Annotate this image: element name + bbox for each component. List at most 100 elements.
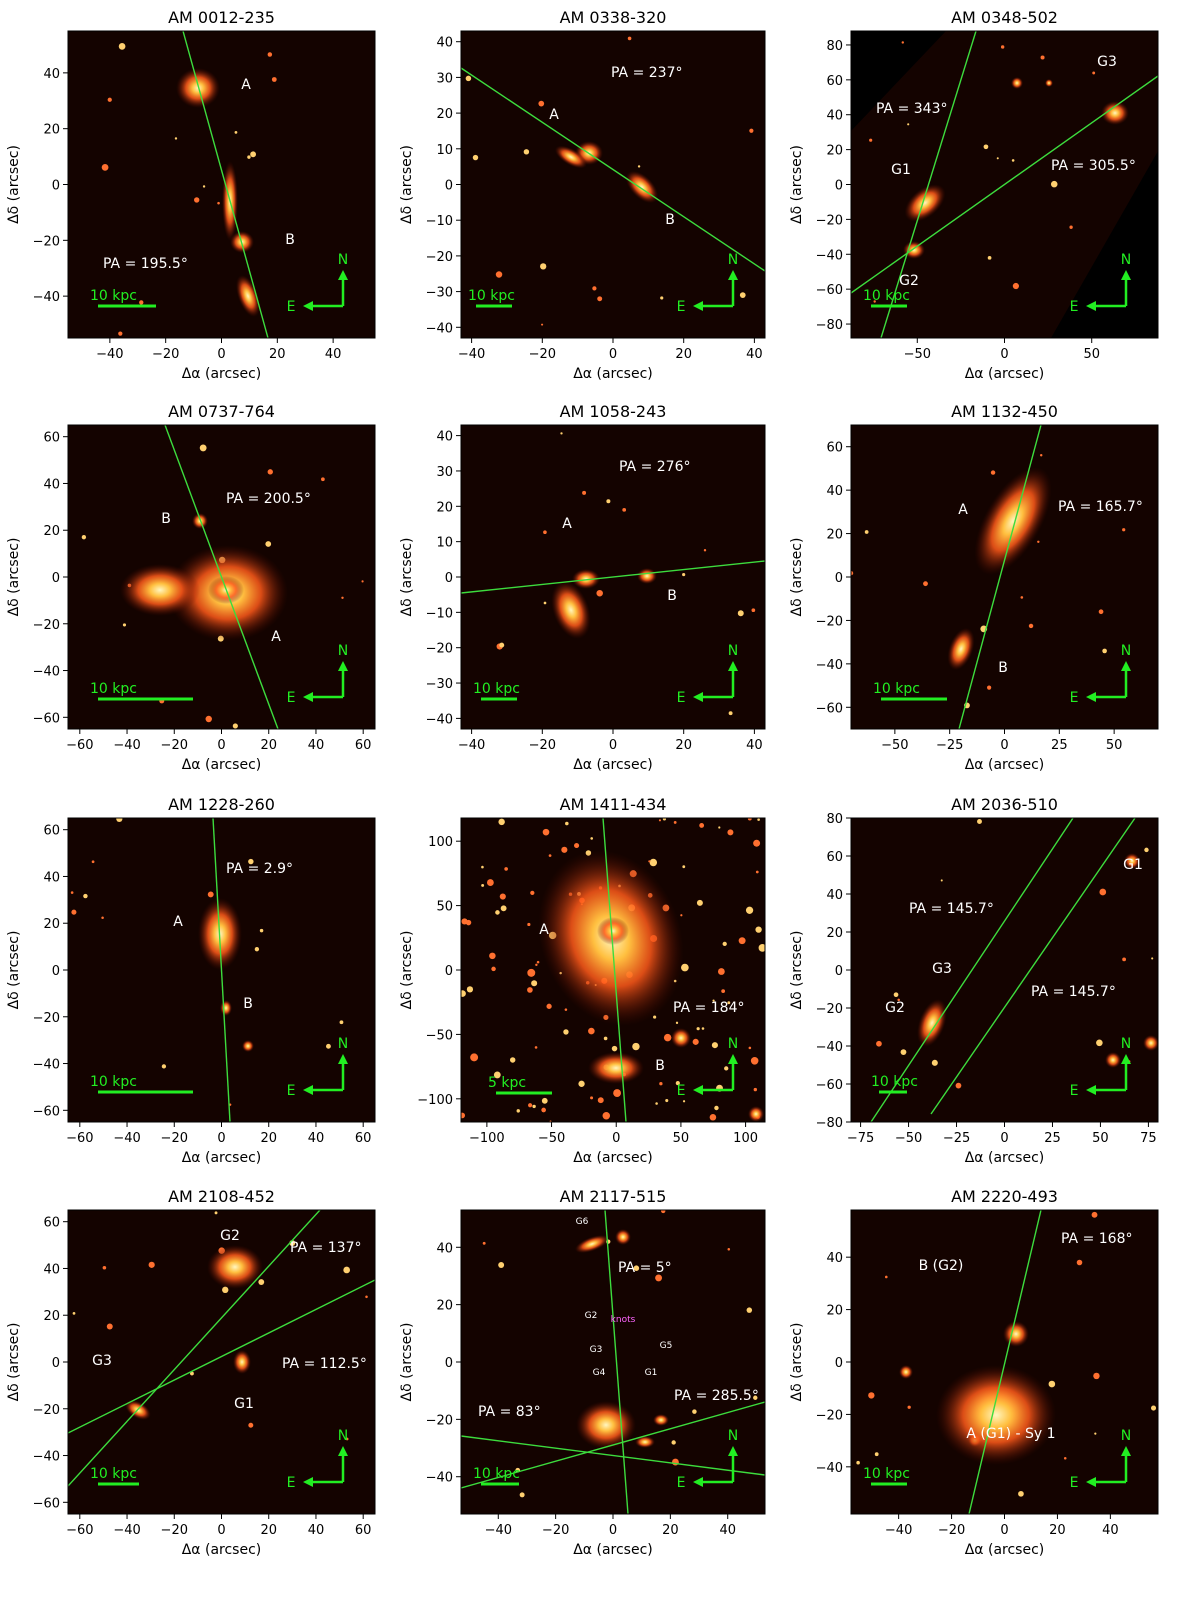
y-tick-label: 40 bbox=[436, 36, 453, 51]
field-star bbox=[83, 893, 88, 899]
field-star bbox=[326, 1043, 331, 1049]
field-star bbox=[118, 331, 123, 336]
sky-image bbox=[461, 818, 765, 1122]
field-star bbox=[1122, 528, 1126, 532]
field-star bbox=[727, 1248, 731, 1251]
x-tick-label: −100 bbox=[469, 1131, 505, 1146]
x-tick-label: 20 bbox=[260, 738, 277, 753]
field-star bbox=[1012, 282, 1019, 290]
field-star bbox=[546, 1003, 552, 1009]
field-star bbox=[655, 1274, 663, 1282]
y-tick-label: −40 bbox=[816, 658, 843, 673]
field-star bbox=[271, 77, 277, 82]
y-tick-label: −40 bbox=[426, 321, 453, 336]
field-star bbox=[613, 1089, 621, 1097]
y-tick-label: 30 bbox=[436, 465, 453, 480]
y-tick-label: −20 bbox=[426, 250, 453, 265]
field-star bbox=[101, 163, 109, 171]
x-axis-label: Δα (arcsec) bbox=[573, 1542, 653, 1558]
field-star bbox=[516, 1109, 520, 1113]
field-star bbox=[161, 1064, 167, 1069]
field-star bbox=[592, 286, 597, 291]
y-axis-label: Δδ (arcsec) bbox=[789, 1323, 805, 1402]
y-tick-label: −100 bbox=[417, 1093, 453, 1108]
y-tick-label: 20 bbox=[826, 926, 843, 941]
x-tick-label: 50 bbox=[1083, 347, 1100, 362]
field-star bbox=[1018, 1490, 1024, 1497]
compass-east-label: E bbox=[1070, 299, 1079, 315]
field-star bbox=[753, 839, 761, 847]
field-star bbox=[996, 157, 999, 160]
sky-image bbox=[851, 818, 1158, 1122]
x-tick-label: 50 bbox=[1106, 738, 1123, 753]
y-tick-label: −50 bbox=[426, 1028, 453, 1043]
field-star bbox=[107, 97, 112, 102]
galaxy-label: B bbox=[998, 660, 1008, 676]
x-tick-label: 0 bbox=[1000, 738, 1008, 753]
compass-north-label: N bbox=[1121, 252, 1131, 268]
galaxy-label: G1 bbox=[234, 1396, 254, 1412]
galaxy-emission bbox=[551, 581, 591, 639]
pa-label: PA = 276° bbox=[619, 459, 690, 475]
galaxy-label: G3 bbox=[92, 1353, 112, 1369]
sky-image bbox=[461, 1210, 765, 1514]
x-tick-label: −40 bbox=[113, 1131, 140, 1146]
y-tick-label: 10 bbox=[436, 143, 453, 158]
field-star bbox=[148, 1261, 155, 1268]
field-star bbox=[682, 573, 686, 577]
field-star bbox=[874, 1452, 879, 1457]
slit-line bbox=[461, 67, 765, 272]
field-star bbox=[738, 937, 746, 945]
field-star bbox=[851, 570, 854, 576]
field-star bbox=[622, 507, 627, 512]
y-tick-label: −80 bbox=[816, 318, 843, 333]
galaxy-emission bbox=[597, 917, 629, 945]
field-star bbox=[541, 1107, 546, 1113]
field-star bbox=[727, 1001, 731, 1005]
field-star bbox=[955, 1082, 962, 1089]
field-star bbox=[267, 469, 273, 475]
x-axis-label: Δα (arcsec) bbox=[573, 1150, 653, 1166]
field-star bbox=[755, 870, 759, 874]
galaxy-emission bbox=[233, 1350, 251, 1374]
y-tick-label: 0 bbox=[835, 964, 843, 979]
y-tick-label: 20 bbox=[436, 500, 453, 515]
panel-6: AM 1228-260 A B PA = 2.9° 10 kpc N E −60 −40 −20 0… bbox=[6, 795, 376, 1166]
y-tick-label: −60 bbox=[816, 283, 843, 298]
x-tick-label: 20 bbox=[662, 1523, 679, 1538]
field-star bbox=[590, 837, 594, 840]
compass-east-label: E bbox=[1070, 690, 1079, 706]
galaxy-label: G3 bbox=[932, 961, 952, 977]
field-star bbox=[873, 300, 876, 303]
panel-title: AM 0012-235 bbox=[168, 8, 275, 27]
x-tick-label: −40 bbox=[96, 347, 123, 362]
galaxy-emission bbox=[207, 1245, 263, 1289]
y-tick-label: 20 bbox=[826, 1304, 843, 1319]
field-star bbox=[250, 151, 257, 158]
y-tick-label: 20 bbox=[826, 144, 843, 159]
field-star bbox=[983, 144, 989, 150]
y-tick-label: −20 bbox=[426, 1413, 453, 1428]
field-star bbox=[523, 149, 530, 155]
x-tick-label: 40 bbox=[719, 1523, 736, 1538]
field-star bbox=[876, 1040, 882, 1047]
compass-east-label: E bbox=[677, 1475, 686, 1491]
field-star bbox=[341, 596, 344, 600]
field-star bbox=[1091, 1211, 1098, 1218]
compass-north-label: N bbox=[1121, 1036, 1131, 1052]
panel-10: AM 2117-515 G6 G2 knots G3 G5 G4 G1 PA = 5° PA = … bbox=[399, 1187, 766, 1558]
field-star bbox=[563, 1029, 569, 1035]
y-tick-label: −20 bbox=[816, 614, 843, 629]
field-star bbox=[139, 300, 144, 305]
field-star bbox=[663, 1033, 672, 1042]
x-tick-label: 75 bbox=[1140, 1131, 1157, 1146]
y-tick-label: −60 bbox=[33, 711, 60, 726]
galaxy-emission bbox=[554, 145, 588, 169]
x-tick-label: −50 bbox=[538, 1131, 565, 1146]
galaxy-emission bbox=[242, 1040, 254, 1052]
field-star bbox=[682, 1100, 686, 1103]
x-tick-label: 0 bbox=[1000, 1131, 1008, 1146]
y-tick-label: −20 bbox=[816, 1408, 843, 1423]
field-star bbox=[531, 980, 538, 987]
y-tick-label: 40 bbox=[43, 1262, 60, 1277]
